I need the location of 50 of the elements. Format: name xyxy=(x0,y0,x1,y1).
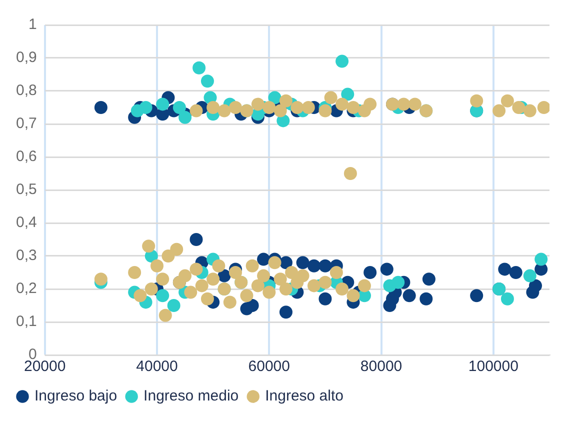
point xyxy=(509,266,522,279)
y-tick-label: 0,8 xyxy=(16,82,37,100)
y-tick-label: 0,7 xyxy=(16,115,37,132)
y-tick-label: 0,3 xyxy=(16,247,37,264)
x-tick-label: 40000 xyxy=(136,358,178,376)
y-tick-label: 0,1 xyxy=(16,313,37,330)
point xyxy=(422,272,436,286)
point xyxy=(364,266,377,279)
point xyxy=(523,269,536,282)
point xyxy=(392,276,405,289)
x-tick-label: 80000 xyxy=(360,358,402,376)
point xyxy=(178,110,192,124)
point xyxy=(94,101,108,114)
point xyxy=(139,101,152,114)
point xyxy=(500,292,514,306)
y-tick-label: 0,5 xyxy=(16,181,37,198)
point xyxy=(318,292,332,306)
legend-label: Ingreso medio xyxy=(144,388,239,405)
y-tick-label: 0,9 xyxy=(16,49,37,66)
legend-label: Ingreso bajo xyxy=(34,388,118,405)
y-tick-label: 1 xyxy=(28,16,37,34)
point xyxy=(528,279,542,292)
point xyxy=(192,61,206,74)
point xyxy=(308,259,320,272)
y-tick-label: 0,4 xyxy=(16,214,37,232)
y-tick-label: 0,6 xyxy=(16,148,37,166)
point xyxy=(318,259,332,272)
point xyxy=(240,302,254,316)
point xyxy=(336,54,349,68)
point xyxy=(200,74,214,88)
point xyxy=(402,289,416,302)
point xyxy=(534,252,548,266)
point xyxy=(380,262,394,276)
point xyxy=(190,233,203,246)
point xyxy=(420,292,433,306)
point xyxy=(167,299,180,312)
point xyxy=(172,101,186,114)
point xyxy=(341,88,354,101)
point xyxy=(498,262,512,276)
legend-label: Ingreso alto xyxy=(265,388,344,405)
y-tick-label: 0,2 xyxy=(16,280,37,298)
point xyxy=(279,306,292,319)
point xyxy=(268,91,282,104)
x-tick-label: 60000 xyxy=(248,358,290,376)
point xyxy=(156,289,170,302)
x-tick-label: 100000 xyxy=(468,358,518,376)
point xyxy=(257,252,270,266)
point xyxy=(296,256,310,270)
point xyxy=(470,289,484,302)
point xyxy=(156,98,170,111)
